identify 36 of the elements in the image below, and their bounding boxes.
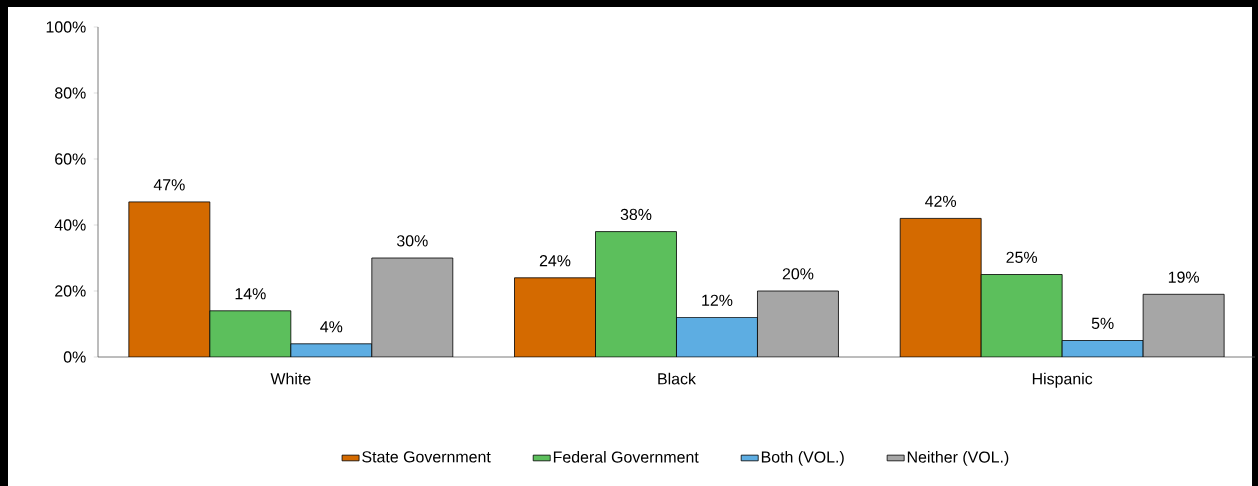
bar bbox=[209, 310, 292, 357]
data-label: 47% bbox=[153, 179, 185, 191]
bar bbox=[980, 274, 1063, 357]
data-label: 19% bbox=[1168, 271, 1200, 283]
y-tick-label: 40% bbox=[54, 219, 86, 231]
data-label: 5% bbox=[1091, 317, 1114, 329]
data-label: 4% bbox=[320, 321, 343, 333]
legend-label: State Government bbox=[362, 451, 491, 463]
legend-label: Both (VOL.) bbox=[761, 451, 844, 466]
bar bbox=[290, 343, 372, 357]
bar bbox=[371, 257, 454, 357]
data-label: 25% bbox=[1006, 251, 1038, 263]
data-label: 24% bbox=[539, 255, 571, 267]
data-label: 20% bbox=[782, 268, 814, 280]
y-tick-label: 0% bbox=[63, 351, 86, 363]
y-tick-label: 80% bbox=[55, 87, 86, 99]
bar bbox=[1142, 293, 1225, 357]
data-label: 30% bbox=[396, 235, 428, 247]
bar bbox=[128, 201, 211, 357]
x-tick-label: Hispanic bbox=[1032, 372, 1093, 388]
bar bbox=[899, 218, 982, 357]
y-tick-label: 60% bbox=[55, 153, 86, 165]
data-label: 14% bbox=[235, 288, 266, 300]
data-label: 12% bbox=[702, 294, 733, 306]
legend-label: Neither (VOL.) bbox=[907, 451, 1009, 466]
data-label: 38% bbox=[620, 208, 652, 221]
bar bbox=[676, 317, 758, 357]
x-tick-label: White bbox=[270, 372, 311, 385]
legend-label: Federal Government bbox=[553, 451, 699, 463]
y-tick-label: 20% bbox=[55, 285, 86, 297]
data-label: 42% bbox=[925, 195, 957, 207]
bar bbox=[514, 277, 596, 357]
bar bbox=[757, 290, 839, 357]
y-tick-label: 100% bbox=[46, 21, 86, 33]
bar bbox=[595, 231, 677, 357]
x-tick-label: Black bbox=[658, 372, 696, 385]
